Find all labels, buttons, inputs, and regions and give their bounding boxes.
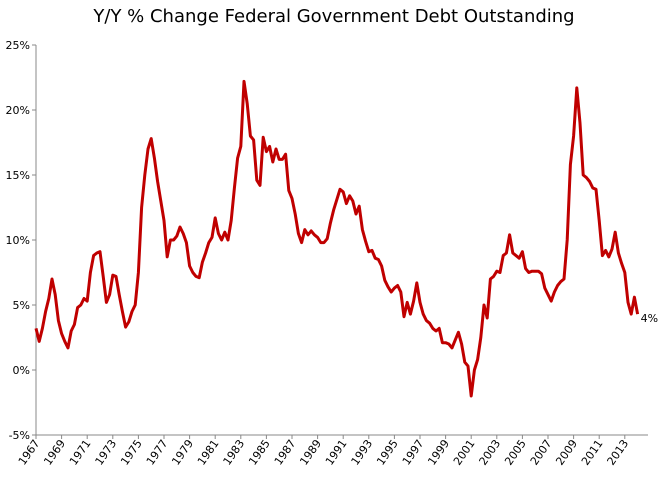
x-tick-label: 2013 xyxy=(605,437,632,467)
y-tick-label: 20% xyxy=(6,104,30,117)
x-tick-label: 2009 xyxy=(553,437,580,467)
x-tick-label: 1975 xyxy=(118,437,145,467)
x-tick-label: 2005 xyxy=(502,437,529,467)
x-tick-label: 1997 xyxy=(400,437,427,467)
x-tick-label: 1969 xyxy=(41,437,68,467)
y-tick-label: 25% xyxy=(6,39,30,52)
y-tick-label: 15% xyxy=(6,169,30,182)
x-tick-label: 1985 xyxy=(246,437,273,467)
y-tick-label: 5% xyxy=(13,299,30,312)
data-line xyxy=(34,79,640,398)
x-tick-label: 1995 xyxy=(374,437,401,467)
x-tick-label: 1993 xyxy=(349,437,376,467)
x-tick-label: 1977 xyxy=(144,437,171,467)
y-tick-label: 0% xyxy=(13,364,30,377)
x-tick-label: 1973 xyxy=(93,437,120,467)
y-tick-label: -5% xyxy=(9,429,30,442)
x-tick-label: 2003 xyxy=(477,437,504,467)
x-tick-label: 1979 xyxy=(169,437,196,467)
x-tick-label: 1987 xyxy=(272,437,299,467)
data-label: 4% xyxy=(641,312,658,325)
x-tick-label: 1989 xyxy=(297,437,324,467)
y-tick-label: 10% xyxy=(6,234,30,247)
x-tick-label: 2001 xyxy=(451,437,478,467)
x-tick-label: 1981 xyxy=(195,437,222,467)
x-tick-label: 1983 xyxy=(221,437,248,467)
chart-title: Y/Y % Change Federal Government Debt Out… xyxy=(92,6,574,27)
x-tick-label: 2011 xyxy=(579,437,606,467)
x-tick-label: 1991 xyxy=(323,437,350,467)
x-tick-label: 2007 xyxy=(528,437,555,467)
x-tick-label: 1971 xyxy=(67,437,94,467)
x-tick-label: 1999 xyxy=(425,437,452,467)
